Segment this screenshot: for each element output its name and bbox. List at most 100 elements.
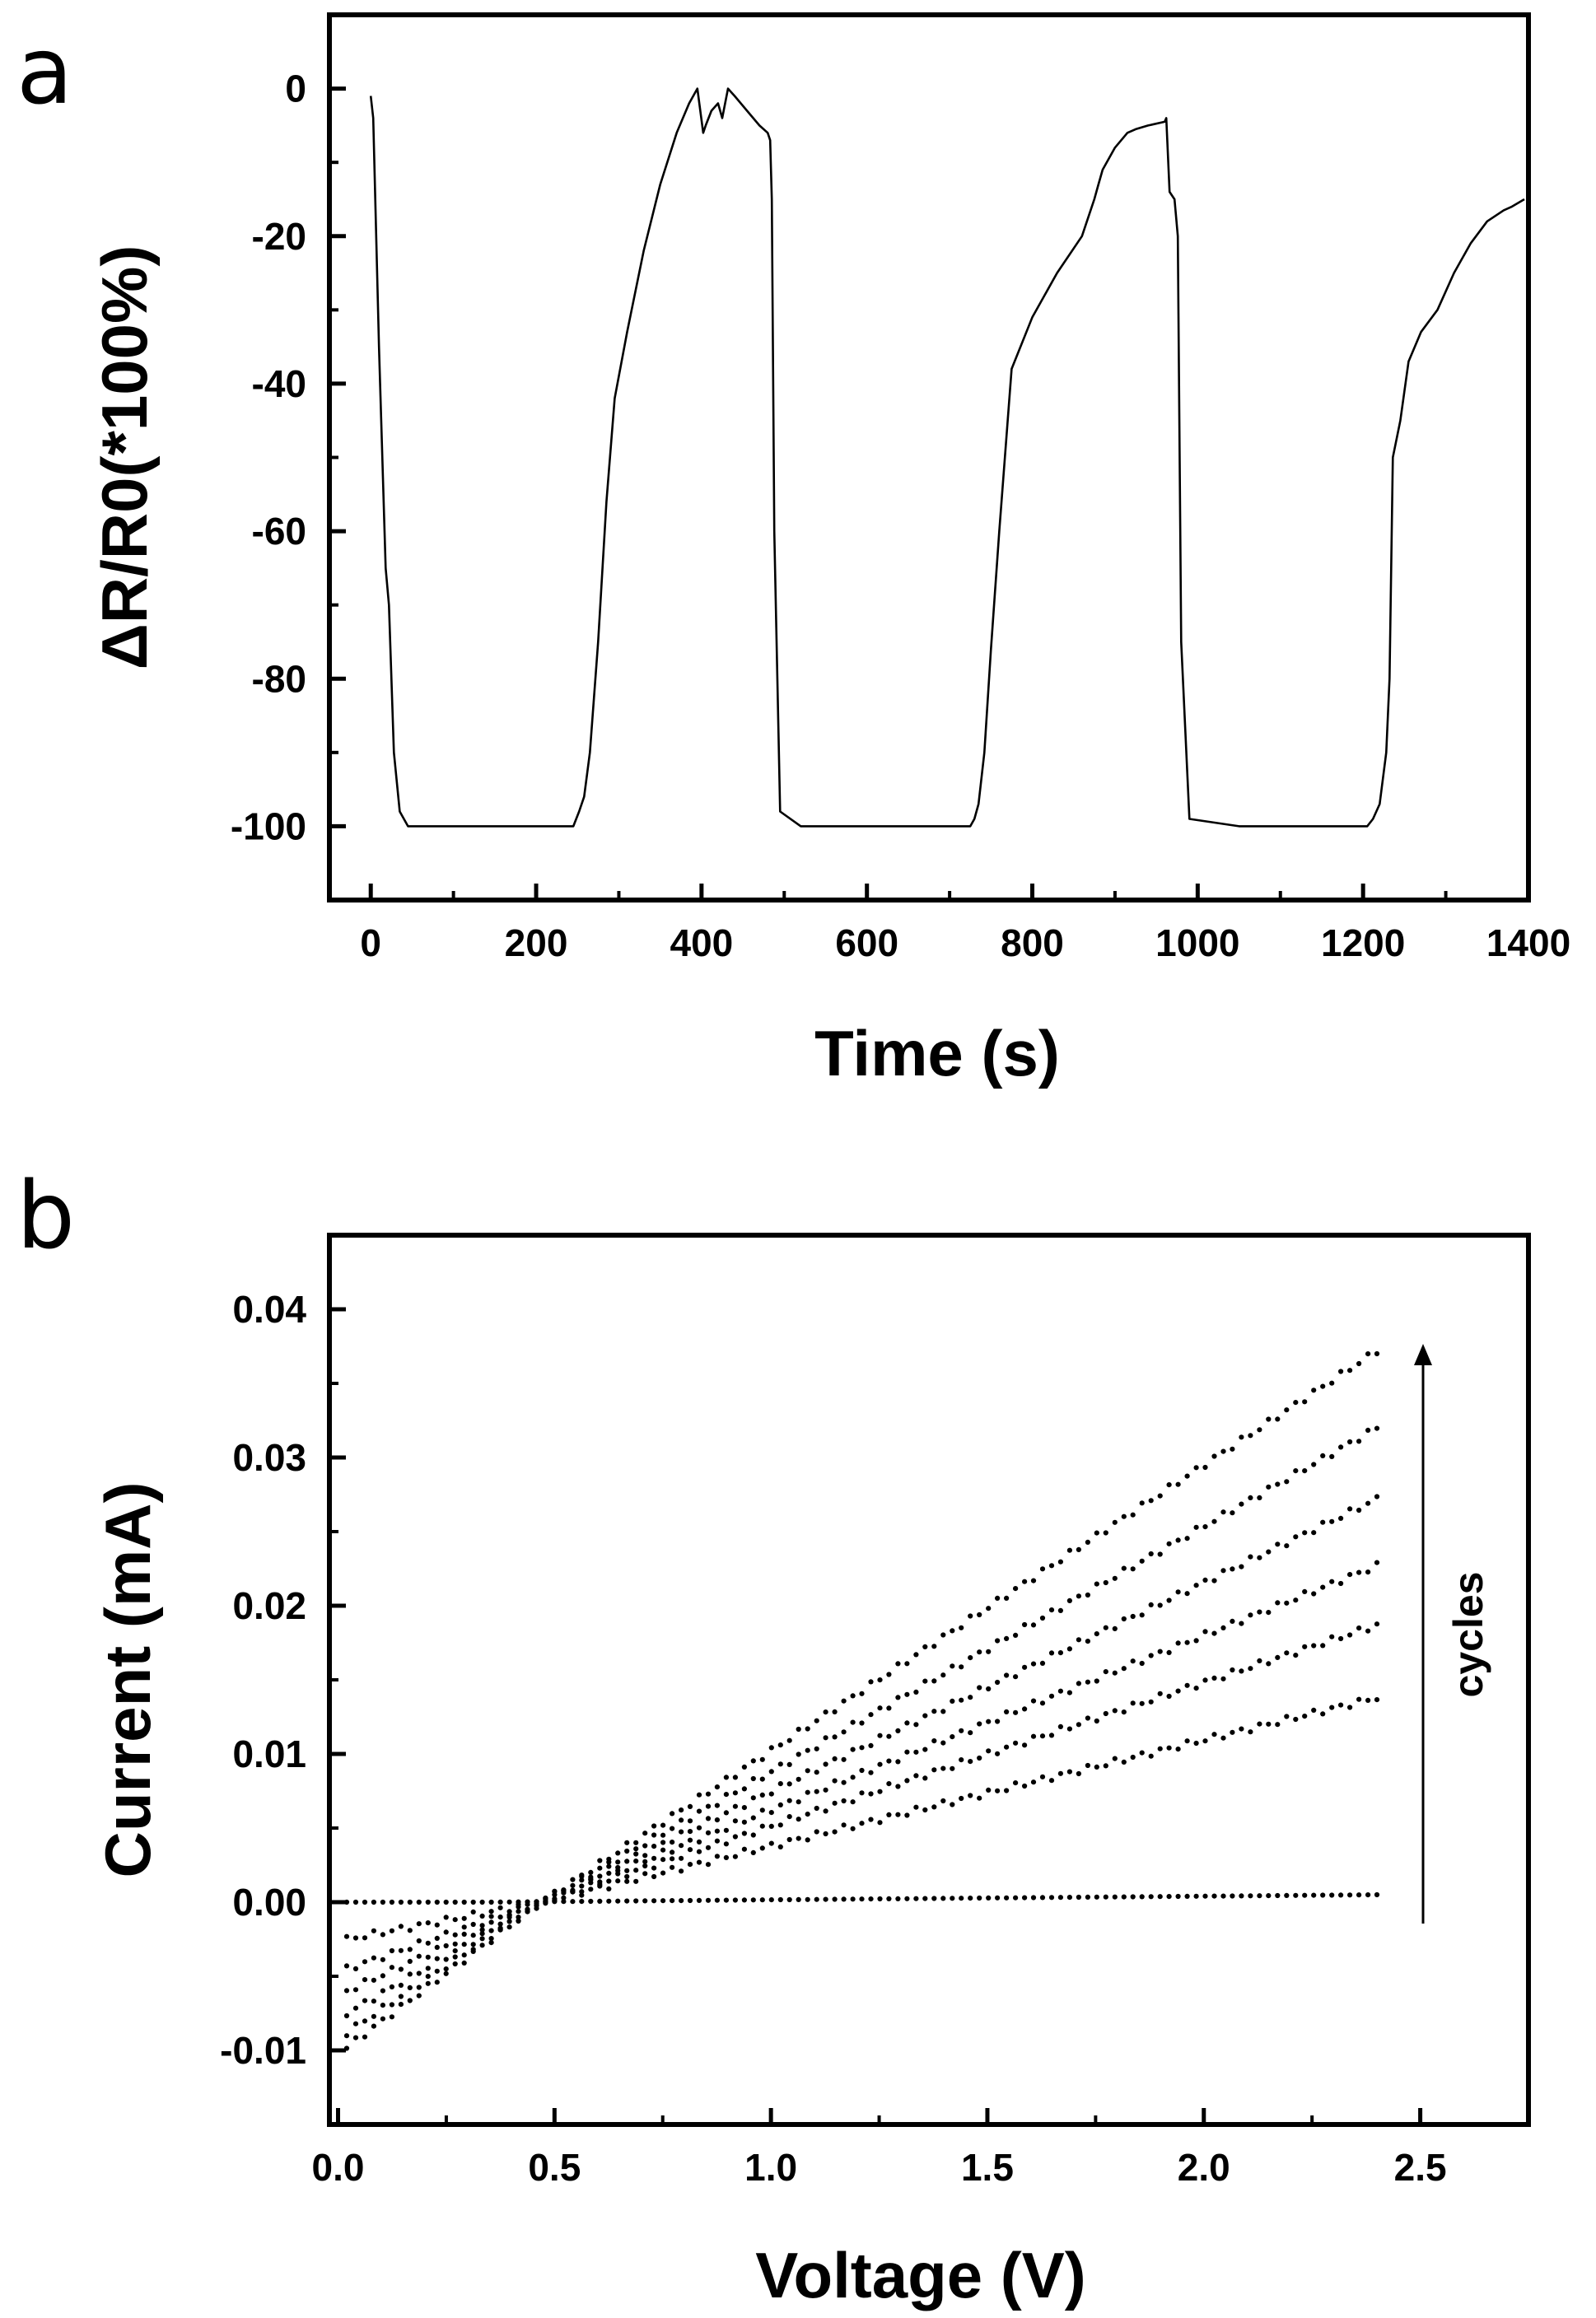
b-data-point [352, 1966, 359, 1971]
b-data-point [479, 1899, 485, 1905]
b-cycles-arrow-head [1414, 1344, 1432, 1365]
b-data-point [696, 1897, 702, 1903]
b-data-point [1157, 1493, 1163, 1499]
b-data-point [1139, 1612, 1145, 1618]
b-data-point [362, 1899, 368, 1905]
b-data-point [443, 1915, 449, 1920]
b-data-point [371, 1928, 376, 1933]
b-data-point [750, 1775, 756, 1782]
b-data-point [398, 1947, 404, 1953]
b-data-point [805, 1789, 810, 1795]
b-data-point [1248, 1893, 1253, 1899]
b-data-point [1030, 1733, 1037, 1739]
b-data-point [398, 1924, 404, 1929]
b-data-point [1004, 1744, 1010, 1750]
b-data-point [651, 1823, 657, 1829]
b-data-point [777, 1844, 783, 1849]
b-data-point [1121, 1894, 1127, 1900]
b-data-point [1193, 1686, 1199, 1691]
b-data-point [1184, 1738, 1190, 1744]
b-data-point [1039, 1700, 1046, 1706]
b-data-point [768, 1769, 774, 1775]
b-data-point [615, 1859, 621, 1865]
b-data-point [497, 1905, 503, 1910]
b-data-point [606, 1863, 612, 1869]
b-data-point [506, 1899, 512, 1905]
b-data-point [1085, 1539, 1090, 1545]
b-data-point [1266, 1893, 1272, 1899]
b-data-point [615, 1864, 621, 1871]
b-data-point [1356, 1696, 1362, 1702]
a-x-tick-label: 0 [360, 921, 381, 964]
b-data-point [1103, 1710, 1108, 1717]
b-data-point [642, 1853, 648, 1859]
b-data-point [1320, 1584, 1326, 1590]
b-data-point [904, 1812, 910, 1818]
b-data-point [407, 1928, 413, 1933]
b-data-point [1157, 1602, 1163, 1608]
b-data-point [651, 1898, 657, 1904]
b-data-point [1311, 1707, 1317, 1713]
b-data-point [895, 1812, 901, 1817]
b-data-point [741, 1831, 748, 1836]
b-data-point [1030, 1779, 1037, 1785]
b-data-point [452, 1941, 458, 1947]
b-data-point [1356, 1625, 1362, 1631]
b-data-point [750, 1795, 756, 1801]
b-data-point [615, 1878, 621, 1884]
b-data-point [633, 1859, 639, 1864]
b-data-point [868, 1712, 874, 1718]
b-data-point [1248, 1554, 1253, 1560]
b-data-point [525, 1901, 530, 1907]
b-data-point [579, 1883, 585, 1889]
b-data-point [1130, 1700, 1136, 1706]
b-data-point [1013, 1586, 1019, 1592]
b-data-point [343, 1899, 350, 1905]
b-data-point [416, 1993, 422, 1999]
b-data-point [1248, 1433, 1253, 1439]
b-data-point [434, 1968, 440, 1974]
b-data-point [452, 1899, 458, 1905]
b-data-point [723, 1841, 730, 1847]
b-data-point [913, 1689, 919, 1695]
b-data-point [823, 1787, 828, 1793]
b-data-point [1193, 1583, 1199, 1588]
b-data-point [1030, 1661, 1037, 1667]
b-data-point [407, 1947, 413, 1952]
b-data-point [1085, 1592, 1090, 1598]
b-data-point [1356, 1892, 1362, 1898]
panel-a-label: a [16, 18, 73, 125]
b-data-point [651, 1832, 657, 1838]
b-data-point [1320, 1383, 1326, 1389]
b-data-point [1022, 1783, 1028, 1789]
b-data-point [416, 1985, 422, 1990]
b-data-point [1121, 1709, 1127, 1715]
b-data-point [570, 1899, 576, 1905]
b-data-point [579, 1889, 585, 1895]
b-data-point [1130, 1894, 1136, 1900]
b-data-point [1076, 1681, 1081, 1686]
b-data-point [488, 1936, 494, 1942]
b-data-point [1184, 1682, 1190, 1688]
b-data-point [1220, 1448, 1226, 1454]
b-data-point [434, 1922, 440, 1928]
b-series-5 [343, 1494, 1380, 2019]
b-data-point [1004, 1595, 1010, 1601]
b-data-point [1094, 1631, 1099, 1637]
b-data-point [642, 1898, 648, 1904]
b-data-point [670, 1826, 675, 1831]
b-data-point [633, 1846, 639, 1852]
a-x-tick-label: 1200 [1321, 921, 1405, 964]
b-data-point [1302, 1588, 1308, 1594]
b-data-point [1175, 1893, 1181, 1900]
b-data-point [814, 1746, 819, 1751]
b-data-point [950, 1896, 955, 1901]
b-data-point [759, 1845, 765, 1851]
b-data-point [1266, 1416, 1272, 1422]
b-data-point [886, 1733, 892, 1739]
b-data-point [407, 1958, 413, 1964]
b-data-point [1202, 1629, 1208, 1635]
b-data-point [633, 1851, 639, 1857]
b-data-point [1374, 1697, 1380, 1703]
b-data-point [416, 1953, 422, 1959]
